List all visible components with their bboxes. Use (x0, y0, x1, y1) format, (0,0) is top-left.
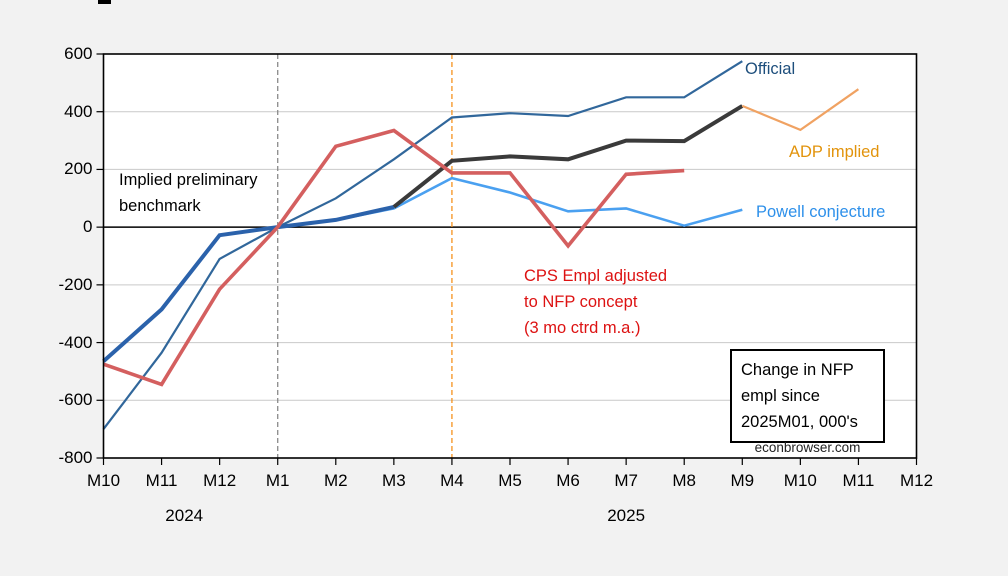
x-tick-label: M12 (203, 471, 237, 490)
cps-series-label: CPS Empl adjusted to NFP concept (3 mo c… (524, 267, 668, 337)
x-tick-label: M6 (556, 471, 580, 490)
x-tick-label: M4 (440, 471, 464, 490)
y-tick-label: -600 (58, 390, 93, 410)
x-tick-label: M7 (614, 471, 638, 490)
x-tick-label: M3 (382, 471, 406, 490)
watermark: econbrowser.com (754, 440, 861, 455)
adp-series-label: ADP implied (789, 143, 880, 161)
x-tick-label: M2 (323, 471, 348, 490)
series-cps-adjusted (102, 128, 685, 387)
series-implied-preliminary-benchmark (392, 104, 744, 209)
x-tick-label: M10 (783, 471, 817, 490)
year-label: 2024 (165, 506, 204, 525)
x-tick-label: M1 (265, 471, 290, 490)
x-tick-label: M11 (842, 471, 875, 490)
x-tick-label: M9 (730, 471, 755, 490)
x-tick-label: M10 (86, 471, 121, 490)
y-tick-label: 200 (64, 159, 93, 179)
y-tick-label: -800 (58, 448, 93, 467)
top-edge-artifact (98, 0, 111, 4)
series-official (102, 60, 743, 430)
x-tick-label: M8 (672, 471, 697, 490)
chart-title-box: Change in NFP empl since 2025M01, 000's (730, 349, 885, 443)
series-adp-implied (741, 88, 860, 132)
year-label: 2025 (607, 506, 646, 525)
series-implied-preliminary-benchmark (102, 204, 395, 363)
y-tick-label: -400 (58, 332, 93, 352)
y-tick-label: -200 (58, 274, 93, 294)
y-tick-label: 400 (64, 101, 93, 121)
official-series-label: Official (745, 60, 796, 78)
powell-series-label: Powell conjecture (756, 203, 886, 221)
y-tick-label: 0 (83, 217, 93, 237)
x-tick-label: M11 (145, 471, 178, 490)
y-tick-label: 600 (64, 44, 93, 63)
implied-benchmark-label: Implied preliminary benchmark (119, 171, 258, 215)
x-tick-label: M12 (899, 471, 934, 490)
x-tick-label: M5 (498, 471, 522, 490)
